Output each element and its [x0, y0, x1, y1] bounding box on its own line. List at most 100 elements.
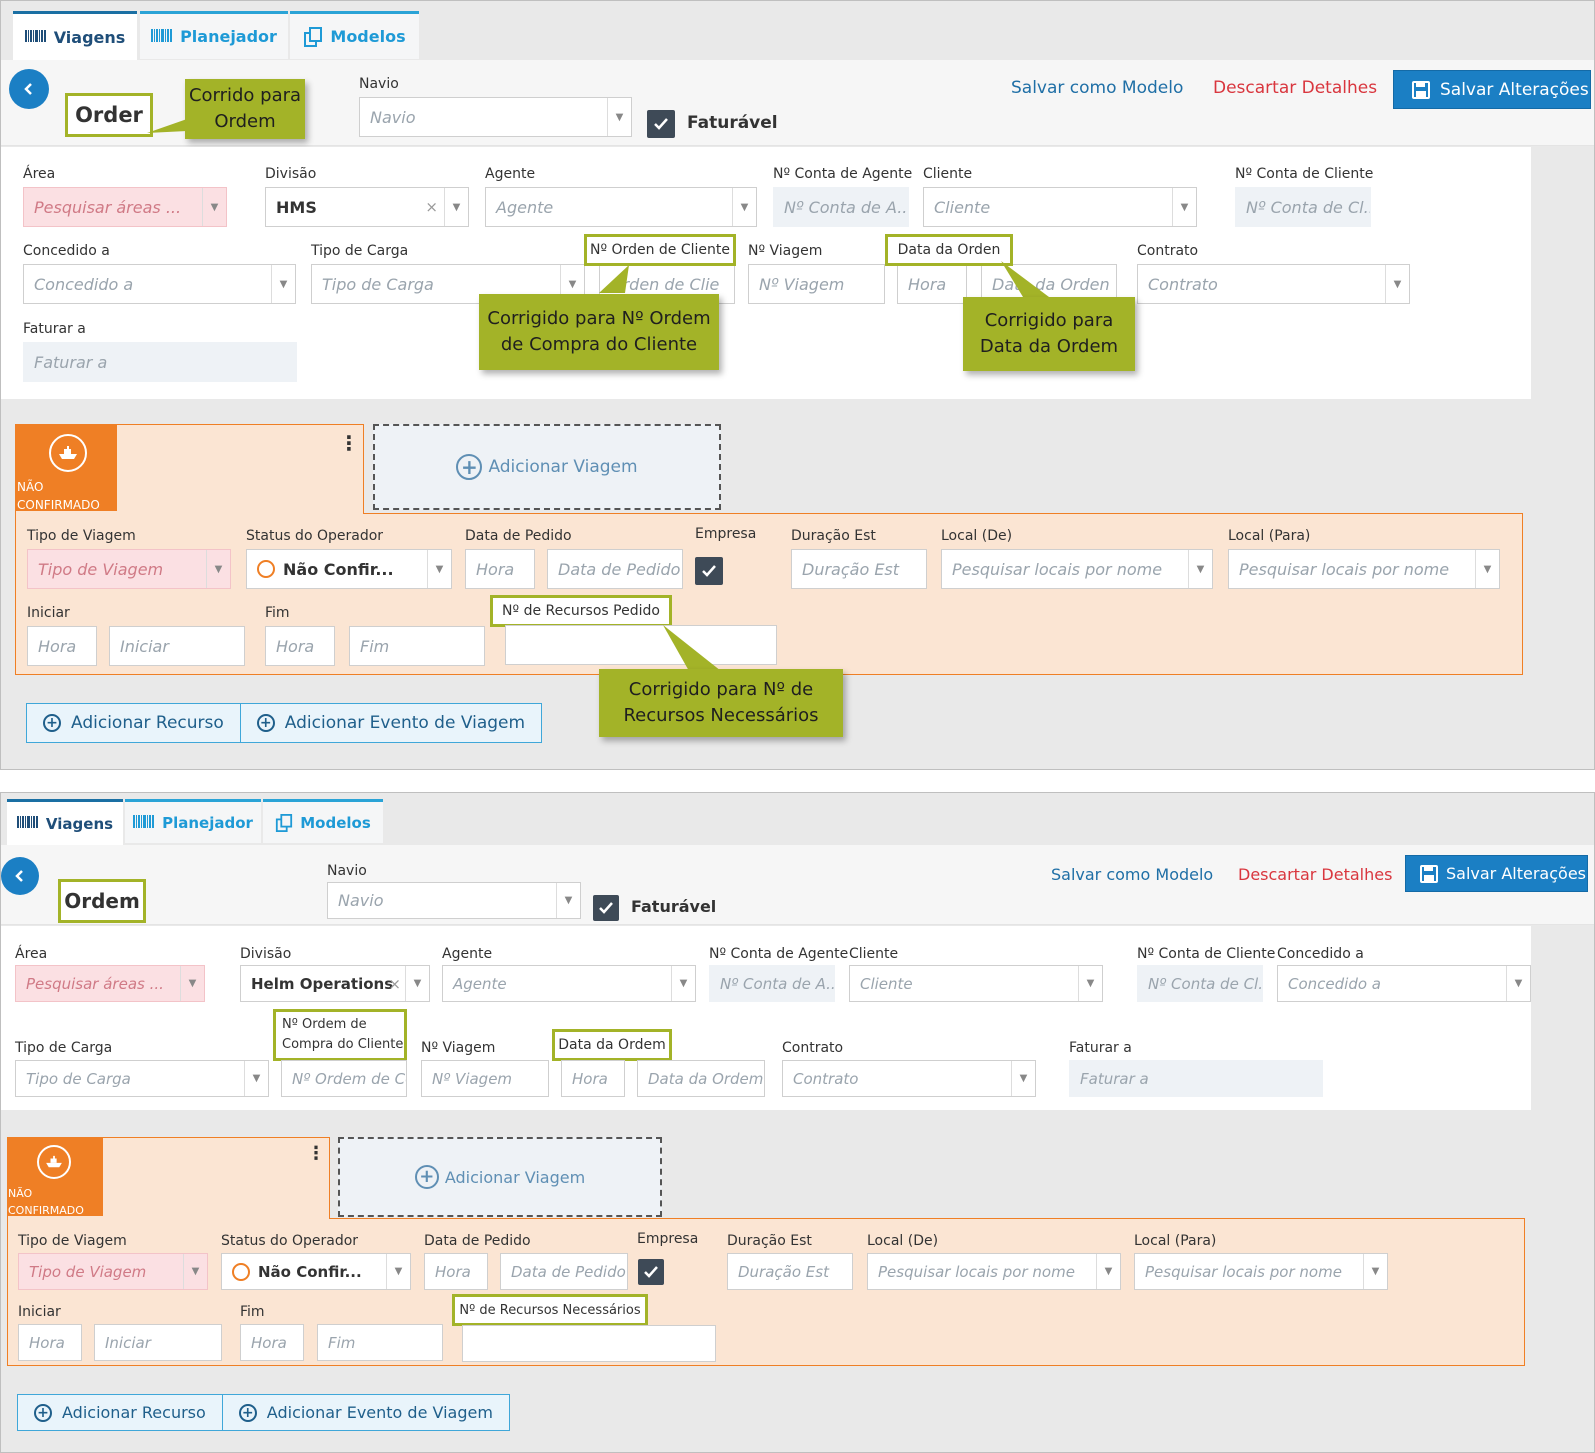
concedido-select[interactable]: Concedido a ▼	[23, 264, 296, 304]
cliente-label: Cliente	[923, 166, 973, 182]
hora-placeholder: Hora	[476, 559, 515, 579]
chevron-down-icon: ▼	[244, 1061, 268, 1096]
tipo-viagem-select[interactable]: Tipo de Viagem ▼	[18, 1253, 208, 1290]
descartar-link[interactable]: Descartar Detalhes	[1213, 78, 1378, 98]
faturavel-checkbox[interactable]	[647, 110, 675, 138]
status-op-select[interactable]: Não Confir... ▼	[221, 1253, 411, 1290]
fim-hora-field[interactable]: Hora	[240, 1324, 304, 1361]
recursos-field[interactable]	[505, 625, 777, 665]
cliente-select[interactable]: Cliente ▼	[923, 187, 1197, 227]
iniciar-field[interactable]: Iniciar	[94, 1324, 222, 1361]
navio-select[interactable]: Navio ▼	[327, 882, 581, 919]
add-viagem-label: Adicionar Viagem	[488, 457, 638, 477]
divisao-select[interactable]: Helm Operations × ▼	[240, 965, 430, 1002]
add-evento-button[interactable]: + Adicionar Evento de Viagem	[221, 1395, 509, 1430]
add-evento-button[interactable]: + Adicionar Evento de Viagem	[239, 704, 541, 742]
status-op-select[interactable]: Não Confir... ▼	[246, 549, 452, 589]
recursos-label: Nº de Recursos Pedido	[490, 595, 672, 627]
viagem-field[interactable]: Nº Viagem	[421, 1060, 549, 1097]
data-pedido-hora-field[interactable]: Hora	[424, 1253, 488, 1290]
concedido-select[interactable]: Concedido a ▼	[1277, 965, 1531, 1002]
contrato-select[interactable]: Contrato ▼	[782, 1060, 1036, 1097]
add-recurso-button[interactable]: + Adicionar Recurso	[27, 704, 240, 742]
duracao-field[interactable]: Duração Est	[727, 1253, 853, 1290]
data-ordem-hora-field[interactable]: Hora	[561, 1060, 625, 1097]
contrato-select[interactable]: Contrato ▼	[1137, 264, 1410, 304]
chevron-down-icon: ▼	[386, 1254, 410, 1289]
divisao-select[interactable]: HMS × ▼	[265, 187, 469, 227]
clear-icon[interactable]: ×	[388, 974, 401, 993]
tab-planejador[interactable]: Planejador	[140, 11, 288, 59]
contrato-placeholder: Contrato	[793, 1069, 859, 1088]
fim-placeholder: Fim	[328, 1333, 356, 1352]
barcode-icon	[24, 30, 46, 42]
viagem-field[interactable]: Nº Viagem	[748, 264, 885, 304]
data-ordem-field[interactable]: Data da Ordem	[637, 1060, 765, 1097]
chevron-down-icon: ▼	[732, 188, 756, 226]
salvar-button[interactable]: Salvar Alterações	[1405, 855, 1588, 892]
salvar-button[interactable]: Salvar Alterações	[1393, 70, 1591, 109]
chevron-down-icon: ▼	[444, 188, 468, 226]
agente-select[interactable]: Agente ▼	[485, 187, 757, 227]
area-search[interactable]: Pesquisar áreas ... ▼	[15, 965, 205, 1002]
add-recurso-button[interactable]: + Adicionar Recurso	[18, 1395, 222, 1430]
salvar-modelo-link[interactable]: Salvar como Modelo	[1051, 865, 1214, 884]
faturavel-checkbox[interactable]	[593, 895, 619, 921]
add-viagem-button[interactable]: + Adicionar Viagem	[338, 1137, 662, 1217]
tipo-viagem-label: Tipo de Viagem	[18, 1233, 127, 1249]
iniciar-hora-field[interactable]: Hora	[18, 1324, 82, 1361]
recursos-field[interactable]	[462, 1325, 716, 1362]
local-para-select[interactable]: Pesquisar locais por nome ▼	[1134, 1253, 1388, 1290]
tab-modelos[interactable]: Modelos	[263, 799, 383, 843]
after-screenshot-panel: Viagens Planejador Modelos Ordem Navio N…	[0, 792, 1595, 1453]
back-button[interactable]	[1, 857, 39, 895]
chevron-down-icon: ▼	[1385, 265, 1409, 303]
area-search[interactable]: Pesquisar áreas ... ▼	[23, 187, 227, 227]
fim-field[interactable]: Fim	[317, 1324, 443, 1361]
fim-label: Fim	[240, 1304, 265, 1320]
trip-status-text: NÃO CONFIRMADO	[8, 1187, 84, 1217]
local-de-select[interactable]: Pesquisar locais por nome ▼	[941, 549, 1213, 589]
data-ordem-hora-field[interactable]: Hora	[897, 264, 967, 304]
more-vertical-icon[interactable]: ⋮	[307, 1143, 325, 1164]
more-vertical-icon[interactable]: ⋮	[339, 431, 359, 455]
tab-viagens[interactable]: Viagens	[13, 11, 137, 61]
status-circle-icon	[257, 560, 275, 578]
tipo-carga-select[interactable]: Tipo de Carga ▼	[15, 1060, 269, 1097]
tab-modelos-label: Modelos	[300, 813, 371, 832]
chevron-left-icon	[24, 83, 32, 95]
data-pedido-field[interactable]: Data de Pedido	[500, 1253, 628, 1290]
tab-planejador[interactable]: Planejador	[125, 799, 261, 843]
duracao-field[interactable]: Duração Est	[791, 549, 927, 589]
descartar-link[interactable]: Descartar Detalhes	[1238, 865, 1393, 884]
local-de-select[interactable]: Pesquisar locais por nome ▼	[867, 1253, 1121, 1290]
cliente-select[interactable]: Cliente ▼	[849, 965, 1103, 1002]
salvar-modelo-link[interactable]: Salvar como Modelo	[1011, 78, 1184, 98]
local-para-select[interactable]: Pesquisar locais por nome ▼	[1228, 549, 1500, 589]
viagem-label: Nº Viagem	[748, 243, 823, 259]
tipo-viagem-select[interactable]: Tipo de Viagem ▼	[27, 549, 231, 589]
iniciar-hora-field[interactable]: Hora	[27, 626, 97, 666]
recursos-label: Nº de Recursos Necessários	[452, 1294, 648, 1326]
empresa-checkbox[interactable]	[638, 1259, 664, 1285]
back-button[interactable]	[9, 69, 49, 109]
empresa-checkbox[interactable]	[695, 557, 723, 585]
check-icon	[599, 902, 613, 914]
fim-label: Fim	[265, 605, 290, 621]
fim-field[interactable]: Fim	[349, 626, 485, 666]
tab-viagens[interactable]: Viagens	[7, 799, 123, 845]
navio-select[interactable]: Navio ▼	[359, 97, 632, 137]
iniciar-field[interactable]: Iniciar	[109, 626, 245, 666]
clear-icon[interactable]: ×	[425, 198, 438, 216]
data-pedido-hora-field[interactable]: Hora	[465, 549, 535, 589]
add-viagem-button[interactable]: + Adicionar Viagem	[373, 424, 721, 510]
ordem-cliente-field[interactable]: Nº Ordem de Co	[281, 1060, 407, 1097]
copy-icon	[304, 26, 323, 47]
empresa-label: Empresa	[637, 1231, 699, 1247]
data-pedido-field[interactable]: Data de Pedido	[547, 549, 683, 589]
agente-select[interactable]: Agente ▼	[442, 965, 696, 1002]
ordem-cliente-label-line1: Nº Ordem de	[282, 1017, 367, 1032]
tab-modelos[interactable]: Modelos	[290, 11, 419, 59]
fim-hora-field[interactable]: Hora	[265, 626, 335, 666]
barcode-icon	[151, 29, 173, 42]
